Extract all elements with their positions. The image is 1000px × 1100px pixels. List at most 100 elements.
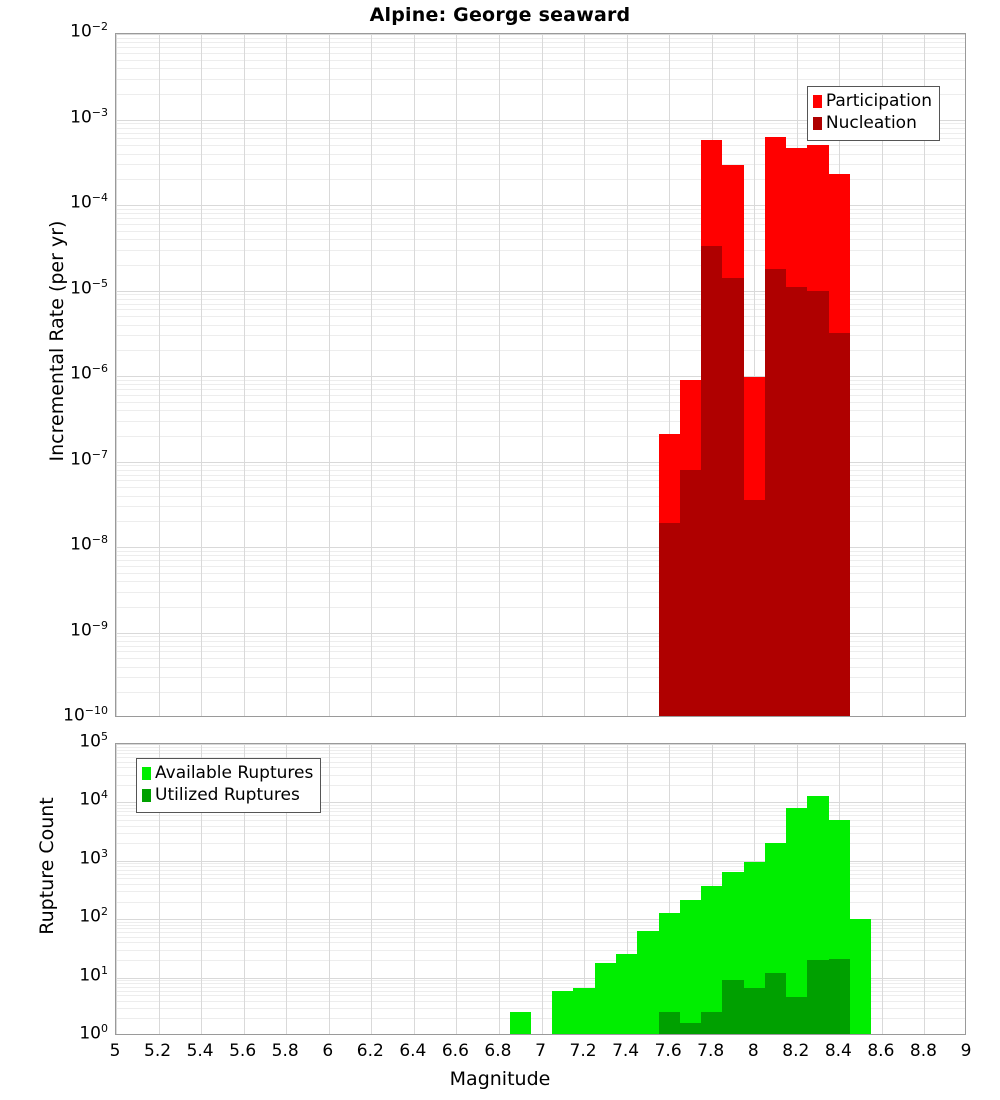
- gridline-minor: [116, 316, 965, 318]
- gridline-vertical: [584, 744, 586, 1034]
- gridline-major: [116, 977, 965, 979]
- gridline-minor: [116, 223, 965, 225]
- gridline-minor: [116, 239, 965, 241]
- gridline-minor: [116, 309, 965, 311]
- gridline-minor: [116, 213, 965, 215]
- gridline-vertical: [456, 34, 458, 716]
- gridline-minor: [116, 474, 965, 476]
- x-tick-label: 7.2: [569, 1041, 597, 1061]
- gridline-minor: [116, 843, 965, 845]
- gridline-minor: [116, 572, 965, 574]
- gridline-minor: [116, 636, 965, 638]
- gridline-minor: [116, 878, 965, 880]
- gridline-minor: [116, 942, 965, 944]
- gridline-vertical: [116, 34, 117, 716]
- gridline-vertical: [541, 744, 543, 1034]
- gridline-vertical: [456, 744, 458, 1034]
- gridline-minor: [116, 884, 965, 886]
- gridline-minor: [116, 145, 965, 147]
- gridline-vertical: [328, 34, 330, 716]
- nucleation-swatch-icon: [812, 117, 822, 131]
- gridline-minor: [116, 68, 965, 70]
- gridline-minor: [116, 480, 965, 482]
- gridline-major: [116, 632, 965, 634]
- gridline-minor: [116, 249, 965, 251]
- y-tick-label-top: 10−4: [70, 191, 108, 213]
- gridline-vertical: [328, 744, 330, 1034]
- gridline-minor: [116, 506, 965, 508]
- x-tick-label: 8: [747, 1041, 759, 1061]
- gridline-minor: [116, 138, 965, 140]
- gridline-minor: [116, 420, 965, 422]
- gridline-vertical: [243, 744, 245, 1034]
- gridline-minor: [116, 784, 965, 786]
- gridline-minor: [116, 990, 965, 992]
- gridline-vertical: [243, 34, 245, 716]
- gridline-minor: [116, 832, 965, 834]
- bar-available-ruptures: [786, 808, 808, 1034]
- gridline-minor: [116, 928, 965, 930]
- x-tick-label: 5.4: [186, 1041, 214, 1061]
- gridline-major: [116, 744, 965, 745]
- x-tick-label: 7.8: [697, 1041, 725, 1061]
- page-title: Alpine: George seaward: [369, 4, 631, 26]
- bar-nucleation: [722, 278, 744, 716]
- gridline-major: [116, 919, 965, 921]
- gridline-minor: [116, 384, 965, 386]
- gridline-minor: [116, 93, 965, 95]
- gridline-minor: [116, 469, 965, 471]
- gridline-minor: [116, 1000, 965, 1002]
- legend-label-participation: Participation: [825, 91, 932, 111]
- y-tick-label-top: 10−8: [70, 533, 108, 555]
- gridline-minor: [116, 59, 965, 61]
- gridline-major: [116, 461, 965, 463]
- x-tick-label: 6.4: [399, 1041, 427, 1061]
- gridline-minor: [116, 640, 965, 642]
- y-tick-label-top: 10−3: [70, 105, 108, 128]
- gridline-minor: [116, 591, 965, 593]
- gridline-vertical: [924, 744, 926, 1034]
- gridline-vertical: [754, 34, 756, 716]
- x-tick-label: 8.2: [782, 1041, 810, 1061]
- gridline-minor: [116, 986, 965, 988]
- bar-utilized-ruptures: [743, 988, 765, 1034]
- gridline-vertical: [881, 34, 883, 716]
- bar-available-ruptures: [594, 962, 616, 1034]
- gridline-vertical: [626, 34, 628, 716]
- gridline-minor: [116, 324, 965, 326]
- x-tick-label: 5: [109, 1041, 121, 1061]
- y-tick-label-top: 10−2: [70, 20, 108, 42]
- gridline-vertical: [286, 34, 288, 716]
- gridline-minor: [116, 815, 965, 817]
- bar-available-ruptures: [509, 1011, 531, 1034]
- gridline-minor: [116, 560, 965, 562]
- y-tick-label-bottom: 103: [79, 846, 108, 869]
- gridline-vertical: [371, 744, 373, 1034]
- gridline-vertical: [924, 34, 926, 716]
- x-tick-label: 7.4: [612, 1041, 640, 1061]
- gridline-minor: [116, 218, 965, 220]
- legend-ruptures: Available Ruptures Utilized Ruptures: [136, 758, 322, 813]
- bar-utilized-ruptures: [828, 958, 850, 1034]
- gridline-major: [116, 34, 965, 35]
- gridline-minor: [116, 692, 965, 694]
- bar-nucleation: [701, 246, 723, 716]
- gridline-vertical: [413, 34, 415, 716]
- x-tick-label: 7.6: [654, 1041, 682, 1061]
- y-tick-label-top: 10−10: [63, 704, 108, 726]
- bar-utilized-ruptures: [701, 1011, 723, 1034]
- gridline-minor: [116, 132, 965, 134]
- gridline-minor: [116, 869, 965, 871]
- gridline-minor: [116, 825, 965, 827]
- gridline-vertical: [158, 744, 160, 1034]
- bar-utilized-ruptures: [722, 980, 744, 1034]
- gridline-major: [116, 547, 965, 548]
- gridline-minor: [116, 294, 965, 296]
- bar-utilized-ruptures: [807, 960, 829, 1034]
- legend-item-nucleation: Nucleation: [812, 113, 932, 135]
- gridline-minor: [116, 127, 965, 129]
- gridline-minor: [116, 761, 965, 763]
- x-tick-label: 9: [960, 1041, 972, 1061]
- gridline-vertical: [286, 744, 288, 1034]
- gridline-vertical: [498, 744, 500, 1034]
